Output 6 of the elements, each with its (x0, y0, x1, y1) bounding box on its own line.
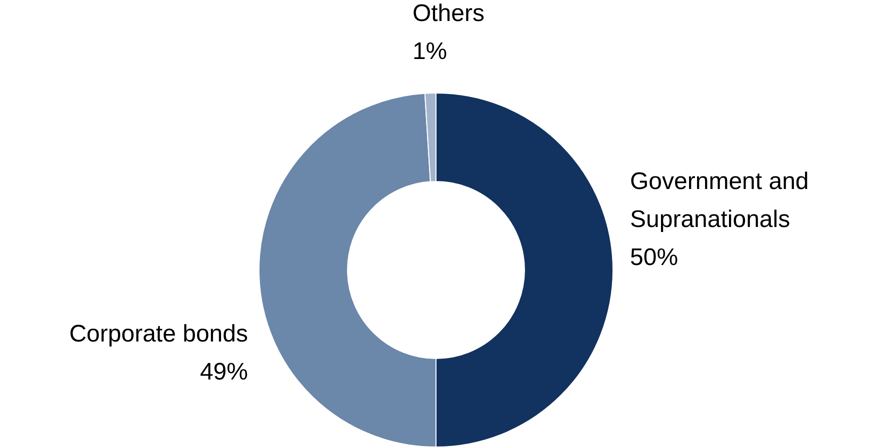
data-label: 1% (412, 38, 448, 65)
slice-label: Government and Supranationals (630, 168, 809, 233)
slice-label: Others (412, 0, 484, 27)
slice-label: Corporate bonds (69, 320, 248, 348)
data-label: 50% (630, 244, 678, 271)
data-label: 49% (200, 358, 248, 386)
